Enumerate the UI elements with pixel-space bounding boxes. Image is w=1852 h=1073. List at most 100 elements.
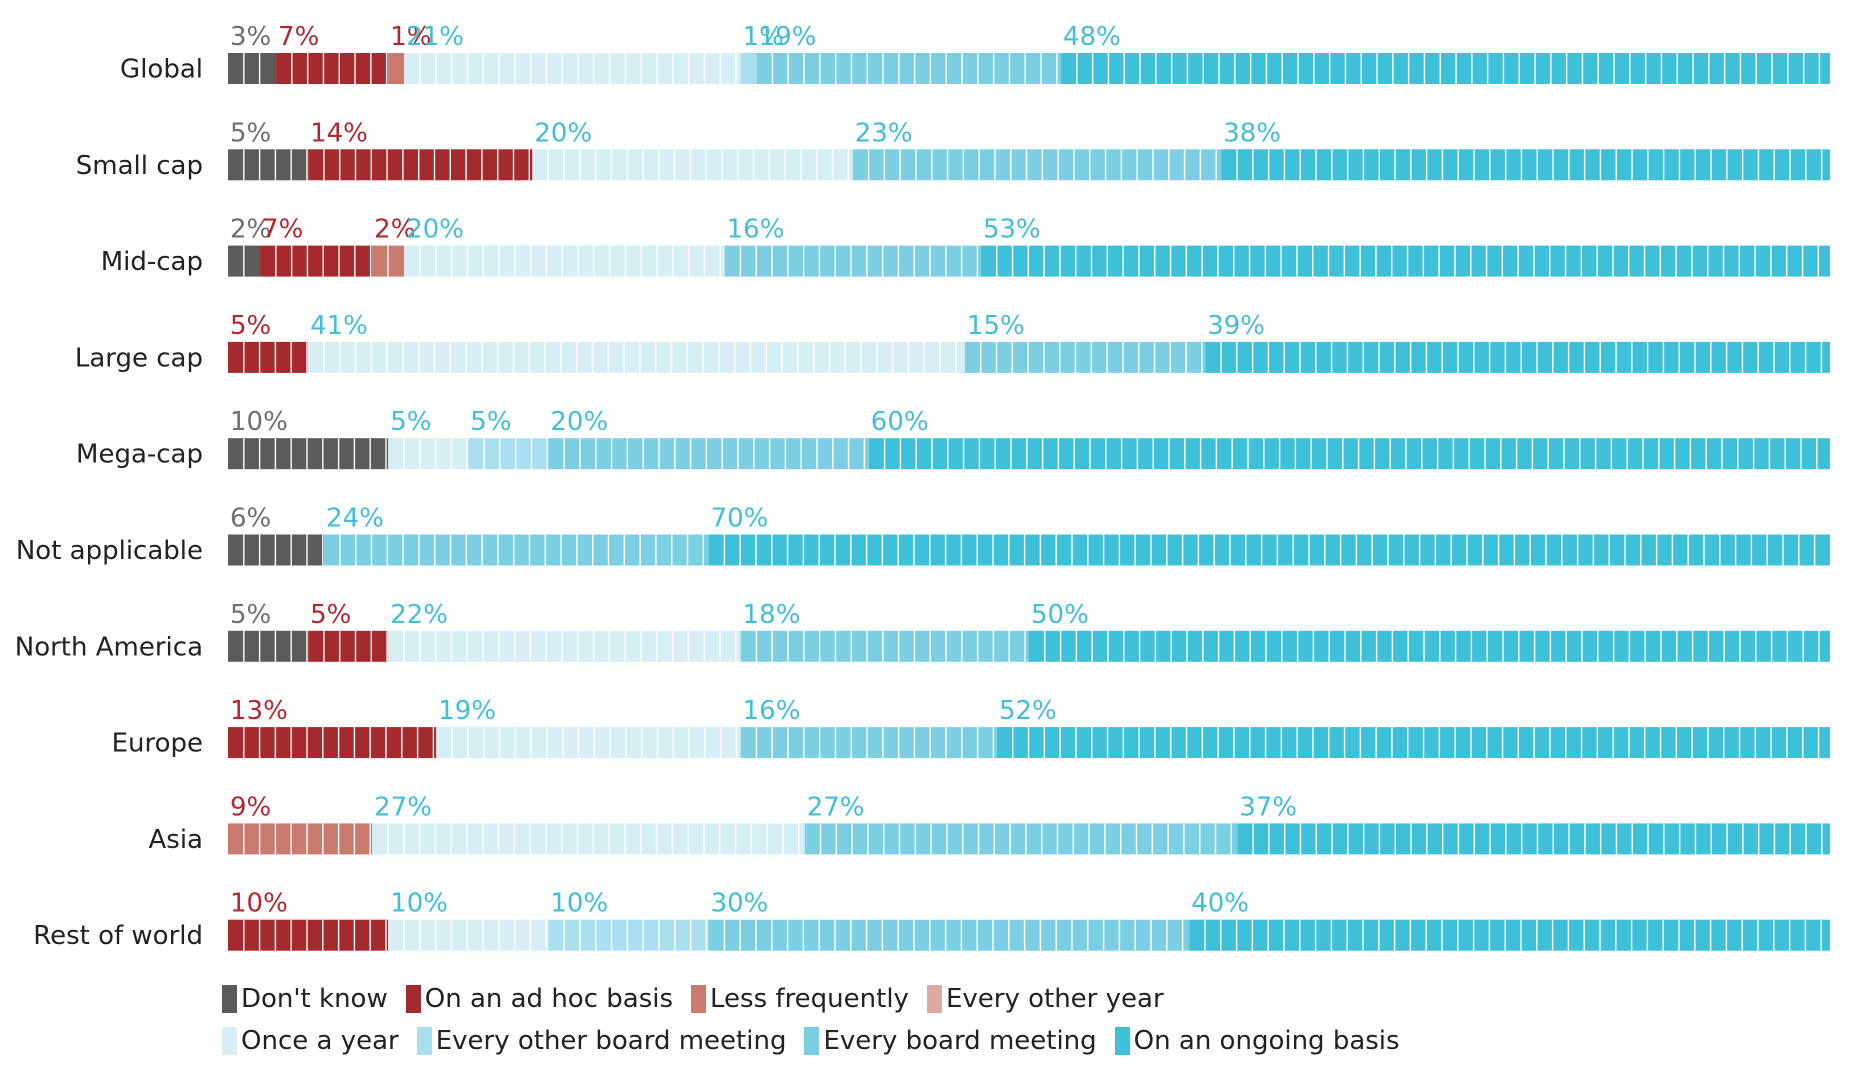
bar-row: Not applicable 6% 24% 70% [16,504,1830,566]
value-label: 7% [262,215,303,245]
legend-label: Less frequently [710,984,909,1014]
value-label: 13% [230,696,288,726]
bar-segment [308,149,533,181]
value-label: 70% [711,504,769,534]
value-label: 20% [406,215,464,245]
legend-item-once-a-year: Once a year [222,1026,399,1056]
value-label: 10% [230,407,288,437]
legend-swatch [222,985,237,1013]
bar-segment [276,53,389,84]
value-label: 19% [438,696,496,726]
legend-label: Every other board meeting [435,1026,787,1056]
category-label: Global [120,55,203,85]
value-label: 3% [230,22,271,52]
value-label: 5% [470,407,511,437]
legend-label: Don't know [241,984,388,1014]
legend-item-ongoing-basis: On an ongoing basis [1114,1026,1400,1056]
value-label: 5% [310,600,351,630]
bar-segment [756,53,1062,84]
value-label: 23% [855,118,913,148]
value-label: 27% [374,792,432,822]
bar-segment [388,438,469,470]
value-label: 60% [871,407,929,437]
legend-swatch [691,985,707,1013]
value-label: 18% [743,600,801,630]
value-label: 10% [230,889,288,919]
bar-segment [228,823,373,855]
bar-row: Rest of world 10% 10% 10% 30% 40% [33,889,1830,951]
legend-row-2: Once a year Every other board meeting Ev… [222,1026,1418,1056]
legend-swatch [1114,1027,1130,1055]
legend-label: Once a year [241,1026,399,1056]
value-label: 19% [759,22,817,52]
category-label: Mega-cap [76,440,203,470]
bar-segment [388,630,741,662]
bar-segment [260,245,373,277]
bar-row: Asia 9% 27% 27% 37% [149,792,1830,855]
category-label: Rest of world [33,921,203,951]
bar-segment [548,919,709,951]
value-label: 16% [743,696,801,726]
bar-segment [228,919,389,951]
bar-segment [740,53,757,84]
bar-row: North America 5% 5% 22% 18% 50% [15,600,1830,662]
bar-segment [308,630,389,662]
bar-segment [468,438,549,470]
value-label: 30% [711,889,769,919]
value-label: 5% [230,118,271,148]
bar-row: Mega-cap 10% 5% 5% 20% 60% [76,407,1830,470]
bar-segment [868,438,1830,470]
bar-segment [228,53,277,84]
bar-segment [1237,823,1830,855]
value-label: 48% [1063,22,1121,52]
legend-swatch [222,1027,237,1055]
bar-segment [228,438,389,470]
bar-segment [708,919,1190,951]
legend-item-every-board-meeting: Every board meeting [804,1026,1097,1056]
value-label: 1% [390,22,431,52]
value-label: 6% [230,504,271,534]
legend-swatch [804,1027,820,1055]
value-label: 14% [310,118,368,148]
legend-label: Every board meeting [823,1026,1097,1056]
bar-segment [724,245,981,277]
legend-item-every-other-board-meeting: Every other board meeting [416,1026,787,1056]
category-label: Mid-cap [101,247,203,277]
legend-swatch [416,1027,432,1055]
bar-segment [980,245,1830,277]
value-label: 52% [999,696,1057,726]
bar-segment [372,823,805,855]
bar-segment [852,149,1222,181]
bar-segment [1029,630,1830,662]
bar-segment [308,341,965,373]
bar-segment [708,534,1830,566]
bar-segment [228,630,309,662]
value-label: 53% [983,215,1041,245]
value-label: 9% [230,792,271,822]
value-label: 7% [278,22,319,52]
value-label: 27% [807,792,865,822]
value-label: 2% [230,215,271,245]
category-label: Asia [149,825,204,855]
bar-row: Europe 13% 19% 16% 52% [112,696,1830,759]
legend-item-less-frequently: Less frequently [691,984,909,1014]
bar-segment [324,534,709,566]
bar-row: Large cap 5% 41% 15% 39% [75,311,1830,373]
category-label: Small cap [76,151,203,181]
legend-label: On an ad hoc basis [424,984,674,1014]
value-label: 41% [310,311,368,341]
bar-segment [996,727,1830,759]
value-label: 5% [230,311,271,341]
value-label: 1% [743,22,784,52]
value-label: 39% [1207,311,1265,341]
legend-label: Every other year [945,984,1164,1014]
legend-item-dont-know: Don't know [222,984,388,1014]
bar-segment [404,53,741,84]
bar-segment [964,341,1206,373]
value-label: 10% [390,889,448,919]
bar-segment [228,341,309,373]
bar-segment [804,823,1238,855]
legend-row-1: Don't know On an ad hoc basis Less frequ… [222,984,1182,1014]
